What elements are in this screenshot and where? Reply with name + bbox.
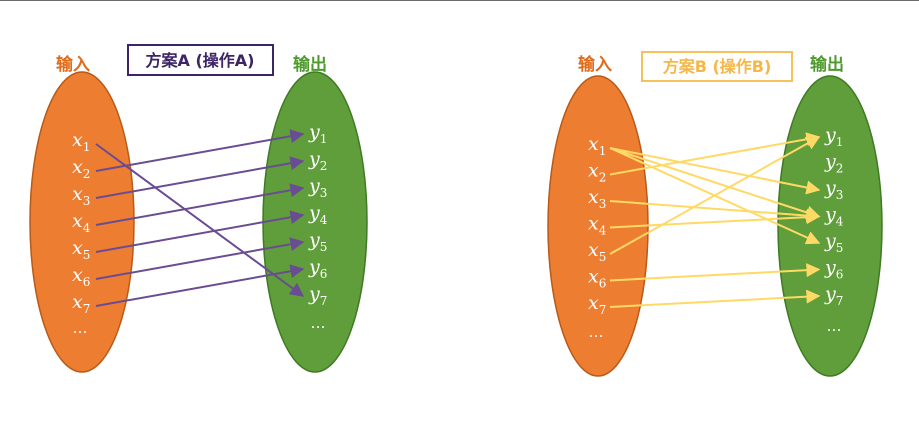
arrow-x1-to-y4-b <box>609 147 821 220</box>
subscript-x4-a: 4 <box>83 221 91 235</box>
subscript-x4-b: 4 <box>599 224 607 238</box>
arrow-x2-to-y1-b <box>609 132 821 176</box>
subscript-x6-a: 6 <box>83 275 91 289</box>
subscript-y1-b: 1 <box>836 135 844 149</box>
arrow-x5-to-y4-a <box>95 210 305 253</box>
output-set-b <box>777 75 883 377</box>
subscript-y4-b: 4 <box>836 215 844 229</box>
scheme-a-diagram: 输入 方案A (操作A) 输出 x1x2x3x4x5x6x7y1y2y3y4y5… <box>29 44 368 373</box>
subscript-y3-a: 3 <box>320 186 328 200</box>
subscript-y6-b: 6 <box>836 268 844 282</box>
arrow-x3-to-y4-b <box>609 200 821 223</box>
subscript-y7-a: 7 <box>320 294 328 308</box>
input-heading-a: 输入 <box>56 54 90 75</box>
scheme-a-label: 方案A (操作A) <box>146 51 255 70</box>
subscript-x6-b: 6 <box>599 277 607 291</box>
arrow-x7-to-y6-a <box>95 264 305 307</box>
output-ellipsis-b: … <box>827 317 842 335</box>
arrow-x6-to-y5-a <box>95 237 305 280</box>
subscript-x5-a: 5 <box>83 248 91 262</box>
arrow-x1-to-y7-a <box>95 143 305 297</box>
input-set-a <box>29 71 135 373</box>
subscript-y5-a: 5 <box>320 240 328 254</box>
arrow-x2-to-y1-a <box>95 129 305 172</box>
output-heading-a: 输出 <box>293 54 327 75</box>
arrows-b <box>609 132 821 308</box>
arrow-x3-to-y2-a <box>95 156 305 199</box>
arrow-x7-to-y7-b <box>609 289 821 308</box>
scheme-b-box <box>641 51 793 82</box>
subscript-y1-a: 1 <box>320 132 328 146</box>
top-divider <box>0 0 919 1</box>
subscript-y3-b: 3 <box>836 188 844 202</box>
arrow-x4-to-y4-b <box>609 210 821 229</box>
subscript-x2-b: 2 <box>599 171 607 185</box>
subscript-y6-a: 6 <box>320 267 328 281</box>
input-ellipsis-a: … <box>73 319 88 337</box>
output-ellipsis-a: … <box>311 314 326 332</box>
input-ellipsis-b: … <box>589 323 604 341</box>
subscript-y7-b: 7 <box>836 294 844 308</box>
subscript-x1-b: 1 <box>599 144 607 158</box>
subscript-x7-b: 7 <box>599 303 607 317</box>
arrow-x1-to-y3-b <box>609 147 821 195</box>
arrow-x4-to-y3-a <box>95 183 305 226</box>
subscript-x3-a: 3 <box>83 194 91 208</box>
subscript-y2-b: 2 <box>836 162 844 176</box>
input-heading-b: 输入 <box>578 54 612 75</box>
arrow-x6-to-y6-b <box>609 263 821 282</box>
subscript-y4-a: 4 <box>320 213 328 227</box>
scheme-b-label: 方案B (操作B) <box>663 57 772 76</box>
output-heading-b: 输出 <box>810 54 844 75</box>
arrow-x5-to-y1-b <box>609 136 821 255</box>
scheme-a-box <box>127 44 274 76</box>
subscript-y2-a: 2 <box>320 159 328 173</box>
subscript-y5-b: 5 <box>836 241 844 255</box>
scheme-b-diagram: 输入 方案B (操作B) 输出 x1x2x3x4x5x6x7y1y2y3y4y5… <box>547 51 883 377</box>
subscript-x2-a: 2 <box>83 167 91 181</box>
subscript-x1-a: 1 <box>83 140 91 154</box>
arrows-a <box>95 129 305 307</box>
subscript-x5-b: 5 <box>599 250 607 264</box>
subscript-x3-b: 3 <box>599 197 607 211</box>
subscript-x7-a: 7 <box>83 302 91 316</box>
